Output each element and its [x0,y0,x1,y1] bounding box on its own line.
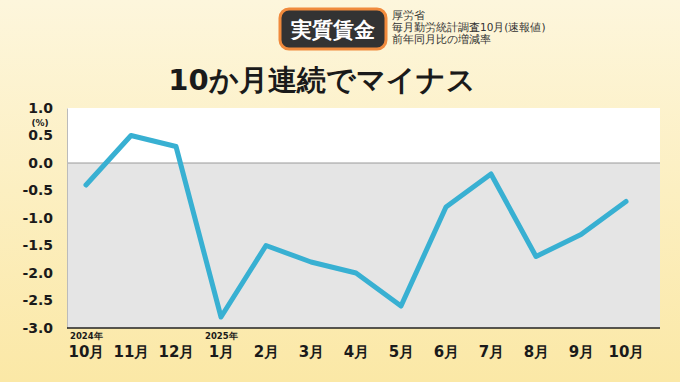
zero-line [67,163,660,164]
source-text: 厚労省 [392,9,425,21]
x-tick-label: 3月 [299,343,324,361]
y-axis: 1.0 0.5 0.0 -0.5 -1.0 -1.5 -2.0 -2.5 -3.0 [22,100,67,336]
y-tick: -3.0 [22,320,67,336]
year-label: 2025年 [205,331,238,341]
y-tick-label: -1.0 [22,210,53,226]
y-tick-label: -1.5 [22,237,53,253]
y-tick-label: -0.5 [22,182,53,198]
x-tick-label: 10月 [609,343,645,361]
x-tick-label: 12月 [159,343,195,361]
chart: 実質賃金 厚労省毎月勤労統計調査10月(速報値)前年同月比の増減率 10か月連続でマ… [0,0,680,382]
x-axis-line [67,327,660,329]
x-tick-label: 10月 [69,343,105,361]
year-label: 2024年 [70,331,103,341]
x-tick-label: 8月 [524,343,549,361]
badge-text: 実質賃金 [290,18,375,42]
y-tick: 0.5 [28,127,67,143]
y-tick: -1.0 [22,210,67,226]
y-tick: -2.0 [22,265,67,281]
x-axis: 10月 11月 12月 1月 2月 3月 4月 5月 6月 7月 8月 9月 10月 [67,328,660,361]
plot-negative-area [67,163,660,328]
x-tick: 7月 [479,328,504,361]
marks [86,136,626,318]
x-tick: 10月 [69,328,105,361]
x-tick-label: 5月 [389,343,414,361]
x-tick-label: 4月 [344,343,369,361]
x-tick-label: 9月 [569,343,594,361]
source-text: 毎月勤労統計調査10月(速報値) [392,21,546,33]
source-text: 前年同月比の増減率 [392,33,491,45]
x-tick-label: 6月 [434,343,459,361]
y-tick-label: -2.0 [22,265,53,281]
y-tick-label: 0.0 [28,155,53,171]
x-tick-label: 2月 [254,343,279,361]
x-tick: 8月 [524,328,549,361]
y-tick: -2.5 [22,292,67,308]
y-tick-label: 0.5 [28,127,53,143]
y-tick: -0.5 [22,182,67,198]
x-tick: 5月 [389,328,414,361]
x-tick-label: 11月 [114,343,150,361]
line [86,136,626,318]
x-tick-label: 1月 [209,343,234,361]
title: 10か月連続でマイナス [168,63,475,97]
x-tick-label: 7月 [479,343,504,361]
badge-box [280,9,386,49]
y-tick-label: 1.0 [28,100,53,116]
background [0,0,680,382]
x-tick: 2月 [254,328,279,361]
x-tick: 11月 [114,328,150,361]
x-tick: 3月 [299,328,324,361]
x-tick: 9月 [569,328,594,361]
y-unit-label: (%) [31,118,48,128]
y-tick: -1.5 [22,237,67,253]
x-tick: 12月 [159,328,195,361]
x-tick: 4月 [344,328,369,361]
badge: 実質賃金 [280,9,386,49]
y-tick-label: -3.0 [22,320,53,336]
x-tick: 6月 [434,328,459,361]
y-axis-line [67,109,68,329]
y-tick-label: -2.5 [22,292,53,308]
y-tick: 0.0 [28,155,67,171]
y-tick: 1.0 [28,100,67,116]
plot-positive-area [67,108,660,163]
x-tick: 10月 [609,328,645,361]
